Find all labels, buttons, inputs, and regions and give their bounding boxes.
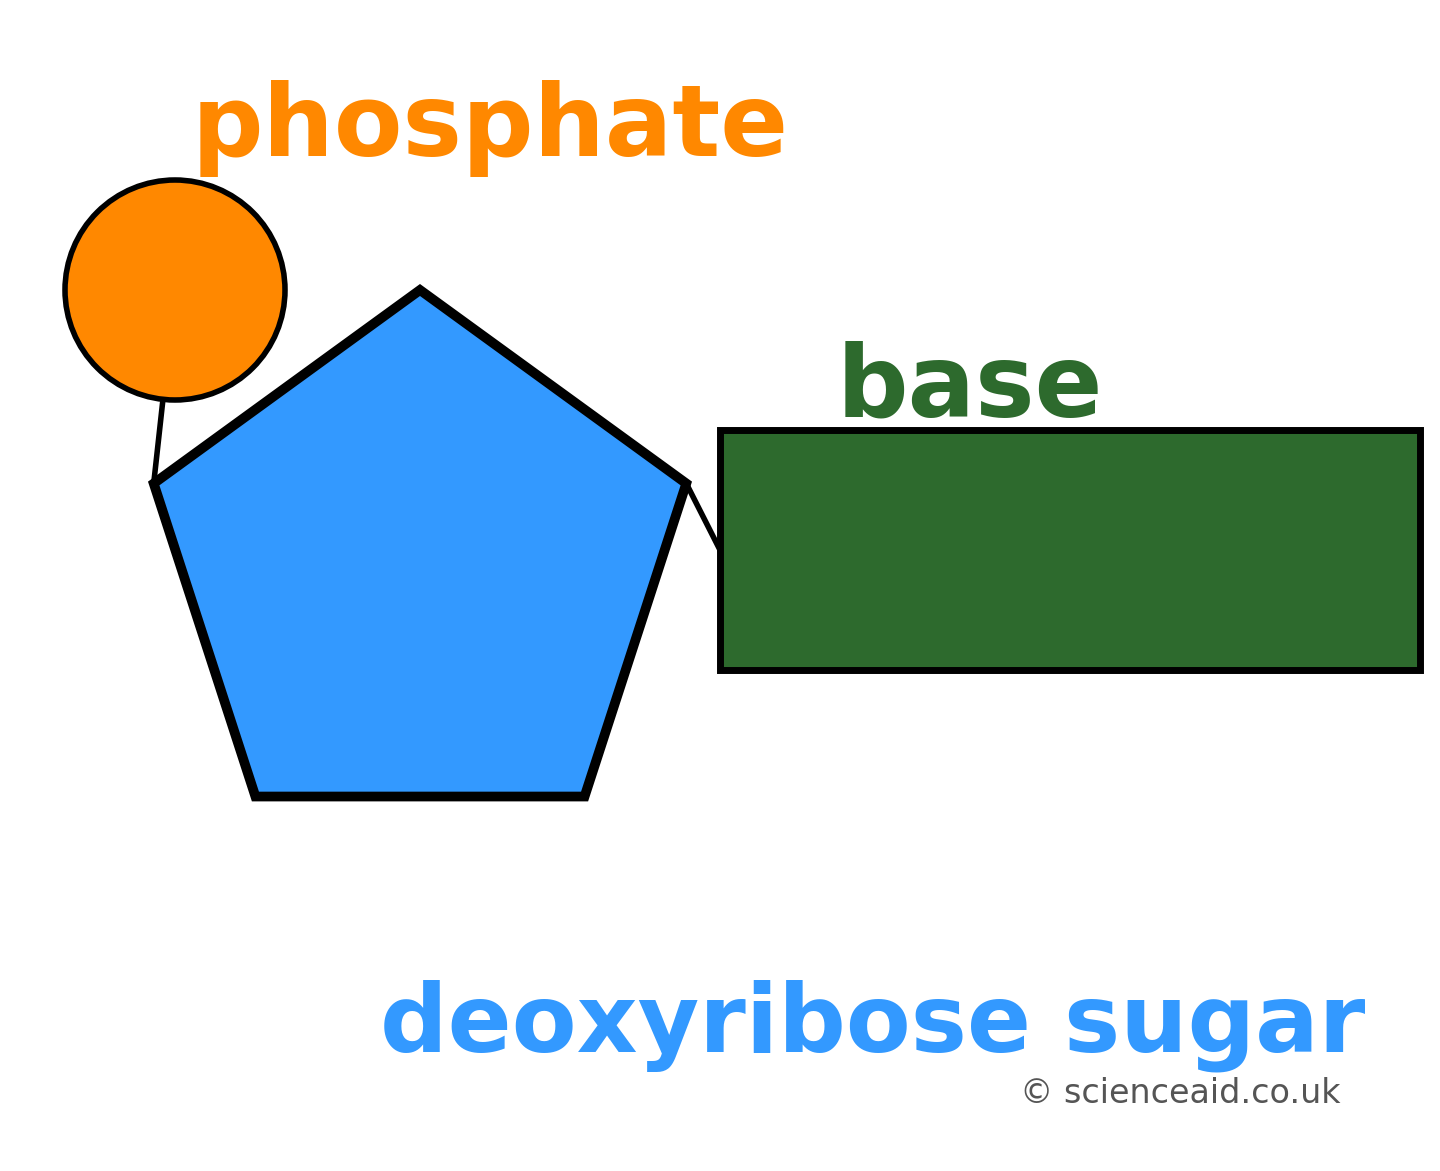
Text: © scienceaid.co.uk: © scienceaid.co.uk (1020, 1077, 1341, 1110)
Bar (720, 430, 1420, 670)
Text: phosphate: phosphate (192, 80, 789, 177)
Text: deoxyribose sugar: deoxyribose sugar (380, 980, 1365, 1073)
Polygon shape (154, 290, 687, 796)
Circle shape (65, 180, 285, 400)
Text: base: base (837, 340, 1103, 437)
